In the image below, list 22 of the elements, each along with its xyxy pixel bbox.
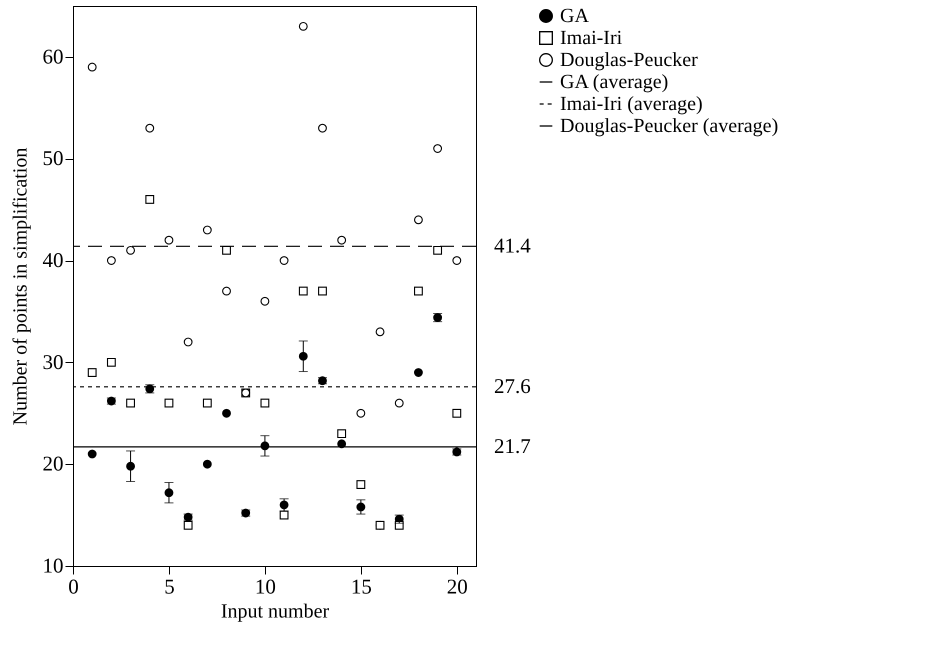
x-tick-label: 5 [164,574,175,598]
text: 41.4 [494,233,532,258]
x-tick-label: 15 [350,574,372,598]
legend-label: GA (average) [560,71,668,93]
legend-label: GA [560,5,590,27]
y-tick-label: 50 [42,146,64,170]
legend-label: Douglas-Peucker [560,49,698,71]
text: 27.6 [494,374,531,398]
y-tick-label: 60 [42,44,64,68]
legend-label: Douglas-Peucker (average) [560,115,778,137]
y-axis-title: Number of points in simplification [10,148,32,426]
y-tick-label: 20 [42,452,64,476]
text: 21.7 [494,434,531,458]
y-tick-label: 30 [42,350,64,374]
legend-label: Imai-Iri [560,27,623,49]
x-tick-label: 20 [446,574,468,598]
x-tick-label: 10 [254,574,276,598]
y-tick-label: 40 [42,248,64,272]
legend-label: Imai-Iri (average) [560,93,703,115]
x-axis-title: Input number [220,600,330,622]
y-tick-label: 10 [42,554,64,578]
x-tick-label: 0 [68,574,79,598]
